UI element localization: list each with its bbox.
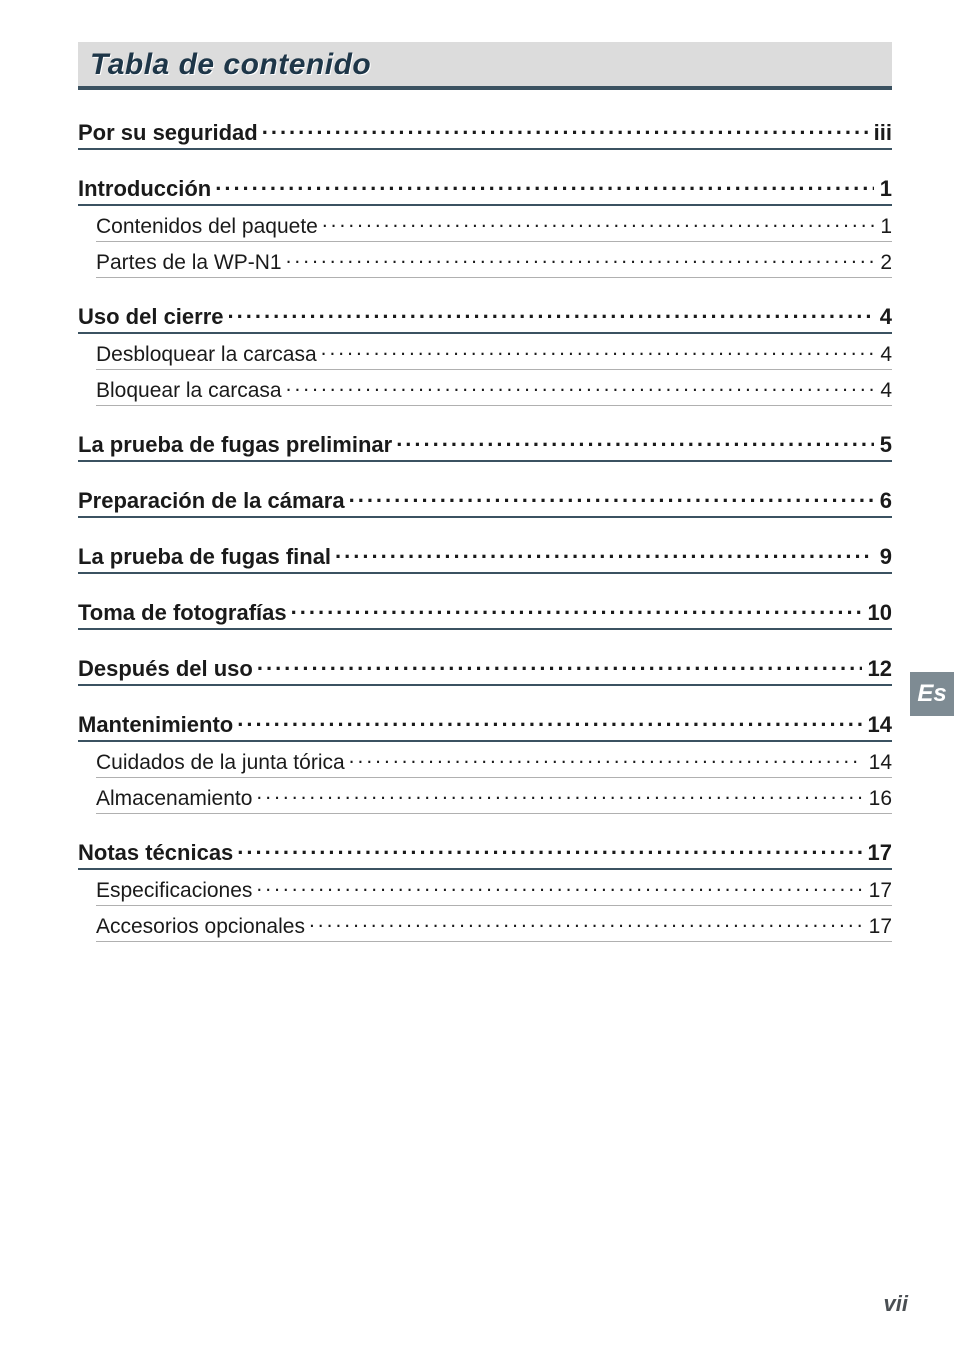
toc-leader-dots xyxy=(349,748,863,769)
toc-entry-label: Uso del cierre xyxy=(78,304,224,330)
toc-entry-page: 10 xyxy=(866,600,892,626)
toc-entry-label: La prueba de fugas preliminar xyxy=(78,432,392,458)
toc-entry[interactable]: La prueba de fugas final 9 xyxy=(78,542,892,574)
toc-entry-page: 1 xyxy=(878,215,892,239)
toc-leader-dots xyxy=(309,912,863,933)
toc-entry-label: Después del uso xyxy=(78,656,253,682)
toc-entry-label: Partes de la WP-N1 xyxy=(96,251,282,275)
toc-leader-dots xyxy=(286,248,875,269)
toc-leader-dots xyxy=(228,302,874,324)
toc-entry-page: 12 xyxy=(866,656,892,682)
toc-entry[interactable]: Uso del cierre 4 xyxy=(78,302,892,334)
toc-leader-dots xyxy=(286,376,875,397)
toc-entry[interactable]: Accesorios opcionales 17 xyxy=(96,912,892,942)
toc-entry-page: 16 xyxy=(867,787,892,811)
toc-leader-dots xyxy=(256,784,862,805)
toc-entry-page: 17 xyxy=(867,879,892,903)
toc-leader-dots xyxy=(322,212,874,233)
toc-entry-label: Cuidados de la junta tórica xyxy=(96,751,345,775)
toc-entry-label: Introducción xyxy=(78,176,211,202)
toc-leader-dots xyxy=(215,174,874,196)
toc-entry-page: 9 xyxy=(878,544,892,570)
toc-entry-label: Especificaciones xyxy=(96,879,252,903)
toc-entry[interactable]: Después del uso 12 xyxy=(78,654,892,686)
toc-entry[interactable]: Toma de fotografías 10 xyxy=(78,598,892,630)
toc-leader-dots xyxy=(291,598,862,620)
toc-entry-page: 1 xyxy=(878,176,892,202)
toc-leader-dots xyxy=(396,430,874,452)
toc-entry[interactable]: La prueba de fugas preliminar 5 xyxy=(78,430,892,462)
toc-entry-label: Notas técnicas xyxy=(78,840,233,866)
table-of-contents: Por su seguridadiiiIntroducción1Contenid… xyxy=(78,118,892,942)
toc-leader-dots xyxy=(321,340,875,361)
toc-entry[interactable]: Preparación de la cámara 6 xyxy=(78,486,892,518)
toc-entry[interactable]: Almacenamiento 16 xyxy=(96,784,892,814)
toc-entry-label: Mantenimiento xyxy=(78,712,233,738)
toc-entry-page: 6 xyxy=(878,488,892,514)
document-page: Tabla de contenido Por su seguridad iii In… xyxy=(0,0,954,1357)
toc-leader-dots xyxy=(237,838,861,860)
toc-leader-dots xyxy=(237,710,861,732)
toc-entry-label: La prueba de fugas final xyxy=(78,544,331,570)
toc-entry-page: 17 xyxy=(866,840,892,866)
toc-entry-page: 17 xyxy=(867,915,892,939)
title-bar: Tabla de contenido xyxy=(78,42,892,90)
toc-entry[interactable]: Desbloquear la carcasa 4 xyxy=(96,340,892,370)
toc-entry-label: Almacenamiento xyxy=(96,787,252,811)
toc-leader-dots xyxy=(256,876,862,897)
toc-entry-page: iii xyxy=(872,120,892,146)
toc-entry-label: Desbloquear la carcasa xyxy=(96,343,317,367)
toc-entry[interactable]: Notas técnicas 17 xyxy=(78,838,892,870)
toc-entry[interactable]: Partes de la WP-N1 2 xyxy=(96,248,892,278)
toc-leader-dots xyxy=(349,486,874,508)
toc-entry-label: Contenidos del paquete xyxy=(96,215,318,239)
language-tab-label: Es xyxy=(917,680,946,708)
toc-entry-page: 5 xyxy=(878,432,892,458)
toc-entry[interactable]: Contenidos del paquete 1 xyxy=(96,212,892,242)
toc-entry-label: Preparación de la cámara xyxy=(78,488,345,514)
toc-leader-dots xyxy=(335,542,874,564)
toc-entry-page: 14 xyxy=(867,751,892,775)
toc-entry-label: Por su seguridad xyxy=(78,120,258,146)
toc-entry-page: 2 xyxy=(878,251,892,275)
toc-entry[interactable]: Introducción 1 xyxy=(78,174,892,206)
toc-entry[interactable]: Por su seguridad iii xyxy=(78,118,892,150)
page-title: Tabla de contenido xyxy=(90,48,880,82)
language-tab: Es xyxy=(910,672,954,716)
toc-entry[interactable]: Especificaciones 17 xyxy=(96,876,892,906)
toc-leader-dots xyxy=(262,118,868,140)
toc-entry[interactable]: Bloquear la carcasa 4 xyxy=(96,376,892,406)
toc-entry-page: 14 xyxy=(866,712,892,738)
toc-entry[interactable]: Cuidados de la junta tórica 14 xyxy=(96,748,892,778)
toc-entry[interactable]: Mantenimiento 14 xyxy=(78,710,892,742)
toc-entry-page: 4 xyxy=(878,304,892,330)
toc-entry-label: Accesorios opcionales xyxy=(96,915,305,939)
page-number: vii xyxy=(884,1291,908,1317)
toc-entry-label: Toma de fotografías xyxy=(78,600,287,626)
toc-entry-page: 4 xyxy=(878,343,892,367)
toc-leader-dots xyxy=(257,654,862,676)
toc-entry-page: 4 xyxy=(878,379,892,403)
toc-entry-label: Bloquear la carcasa xyxy=(96,379,282,403)
